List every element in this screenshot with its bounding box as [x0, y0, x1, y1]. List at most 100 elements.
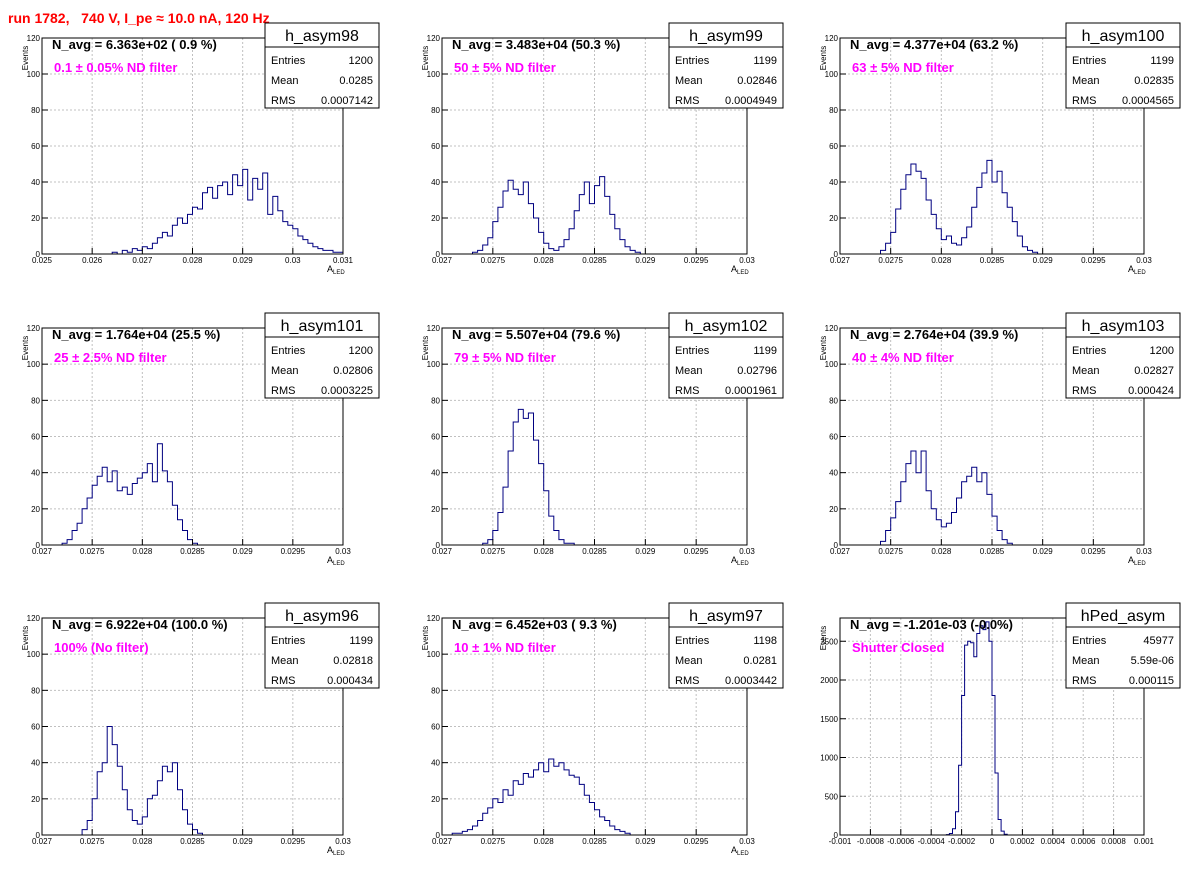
- x-tick-label: 0.029: [635, 837, 656, 846]
- stats-value: 1199: [753, 345, 777, 357]
- x-axis-label: ALED: [327, 845, 345, 857]
- x-tick-label: 0.027: [32, 547, 53, 556]
- filter-label: 10 ± 1% ND filter: [454, 640, 556, 655]
- y-tick-label: 60: [431, 142, 440, 151]
- y-tick-label: 80: [31, 396, 40, 405]
- histogram-h_asym103: [880, 450, 1013, 545]
- x-tick-label: 0.0295: [281, 547, 306, 556]
- y-tick-label: 20: [431, 795, 440, 804]
- x-tick-label: 0.0275: [481, 837, 506, 846]
- stats-box: hPed_asym Entries 45977 Mean 5.59e-06 RMS 0.00…: [1065, 602, 1181, 689]
- x-tick-label: 0.03: [739, 837, 755, 846]
- x-tick-label: 0.03: [1136, 256, 1152, 265]
- x-tick-label: 0.0275: [878, 547, 903, 556]
- filter-label: 0.1 ± 0.05% ND filter: [54, 60, 177, 75]
- panel-h_asym97: 0 20 40 60 80 100 120 0.027 0.0275 0.028 0.0285 0.0…: [421, 602, 784, 857]
- y-tick-label: 120: [427, 324, 441, 333]
- filter-label: 25 ± 2.5% ND filter: [54, 350, 167, 365]
- stats-value: 45977: [1143, 635, 1174, 647]
- y-tick-label: 80: [31, 106, 40, 115]
- x-tick-label: 0.001: [1134, 837, 1155, 846]
- x-tick-label: 0.0295: [281, 837, 306, 846]
- y-axis-label: Events: [819, 626, 828, 650]
- stats-value: 1200: [349, 345, 373, 357]
- stats-value: 1199: [1150, 55, 1174, 67]
- x-tick-label: 0.028: [931, 547, 952, 556]
- stats-body: [668, 626, 784, 689]
- navg-label: N_avg = 1.764e+04 (25.5 %): [52, 327, 220, 342]
- x-tick-label: 0.0275: [481, 256, 506, 265]
- stats-value: 0.000424: [1128, 385, 1174, 397]
- y-tick-label: 20: [431, 214, 440, 223]
- stats-box: h_asym102 Entries 1199 Mean 0.02796 RMS 0.0001…: [668, 312, 784, 399]
- histogram-h_asym97: [451, 758, 631, 835]
- x-tick-label: 0.029: [635, 547, 656, 556]
- x-tick-label: 0.031: [333, 256, 354, 265]
- y-tick-label: 20: [31, 505, 40, 514]
- y-axis-label: Events: [421, 336, 430, 360]
- panel-h_asym99: 0 20 40 60 80 100 120 0.027 0.0275 0.028 0.0285 0.0…: [421, 22, 784, 276]
- x-tick-label: 0.0275: [80, 547, 105, 556]
- x-tick-label: 0.0275: [80, 837, 105, 846]
- stats-title: h_asym100: [1082, 28, 1165, 45]
- x-tick-label: 0.0285: [980, 547, 1005, 556]
- y-tick-label: 100: [27, 70, 41, 79]
- x-tick-label: 0.0295: [1081, 547, 1106, 556]
- stats-box: h_asym97 Entries 1198 Mean 0.0281 RMS 0.000344…: [668, 602, 784, 689]
- stats-title: h_asym103: [1082, 318, 1165, 335]
- x-tick-label: 0.0275: [878, 256, 903, 265]
- x-axis-label: ALED: [731, 264, 749, 276]
- stats-value: 0.000434: [327, 675, 373, 687]
- y-axis-label: Events: [421, 46, 430, 70]
- x-tick-label: 0.0008: [1101, 837, 1126, 846]
- stats-title: h_asym102: [685, 318, 768, 335]
- y-tick-label: 40: [829, 469, 838, 478]
- stats-key: Entries: [1072, 55, 1107, 67]
- stats-value: 1200: [349, 55, 373, 67]
- x-tick-label: 0.0285: [582, 547, 607, 556]
- x-tick-label: 0.027: [32, 837, 53, 846]
- stats-key: Mean: [1072, 365, 1100, 377]
- x-tick-label: 0.03: [335, 837, 351, 846]
- y-axis-label: Events: [21, 626, 30, 650]
- stats-value: 0.02835: [1134, 75, 1174, 87]
- x-tick-label: -0.0002: [948, 837, 976, 846]
- x-tick-label: 0.03: [739, 547, 755, 556]
- stats-key: Mean: [675, 655, 703, 667]
- stats-title: h_asym96: [285, 608, 359, 625]
- y-tick-label: 60: [829, 142, 838, 151]
- stats-key: RMS: [1072, 675, 1096, 687]
- stats-body: [668, 46, 784, 109]
- stats-value: 0.02827: [1134, 365, 1174, 377]
- x-tick-label: 0.0004: [1041, 837, 1066, 846]
- stats-key: Entries: [271, 345, 306, 357]
- stats-box: h_asym100 Entries 1199 Mean 0.02835 RMS 0.0004…: [1065, 22, 1181, 109]
- navg-label: N_avg = 6.452e+03 ( 9.3 %): [452, 617, 617, 632]
- x-tick-label: 0.028: [132, 547, 153, 556]
- navg-label: N_avg = 5.507e+04 (79.6 %): [452, 327, 620, 342]
- x-tick-label: -0.0008: [857, 837, 885, 846]
- stats-title-box: [264, 602, 380, 628]
- x-tick-label: 0.0275: [481, 547, 506, 556]
- x-tick-label: 0.0285: [980, 256, 1005, 265]
- stats-value: 0.0285: [339, 75, 373, 87]
- y-tick-label: 120: [27, 614, 41, 623]
- y-tick-label: 120: [825, 324, 839, 333]
- stats-key: Entries: [1072, 345, 1107, 357]
- y-tick-label: 100: [427, 650, 441, 659]
- panel-hPed_asym: 0 500 1000 1500 2000 2500 -0.001 -0.0008 -0.0006…: [819, 602, 1181, 846]
- x-tick-label: 0.028: [534, 256, 555, 265]
- x-tick-label: 0.0285: [582, 256, 607, 265]
- x-tick-label: 0.03: [1136, 547, 1152, 556]
- filter-label: 50 ± 5% ND filter: [454, 60, 556, 75]
- stats-body: [264, 626, 380, 689]
- x-axis-label: ALED: [1128, 264, 1146, 276]
- x-tick-label: 0.026: [82, 256, 103, 265]
- stats-key: Mean: [675, 75, 703, 87]
- y-tick-label: 20: [31, 214, 40, 223]
- stats-value: 0.0004565: [1122, 95, 1174, 107]
- histogram-h_asym101: [61, 443, 198, 545]
- y-tick-label: 120: [825, 34, 839, 43]
- x-tick-label: 0.029: [1033, 547, 1054, 556]
